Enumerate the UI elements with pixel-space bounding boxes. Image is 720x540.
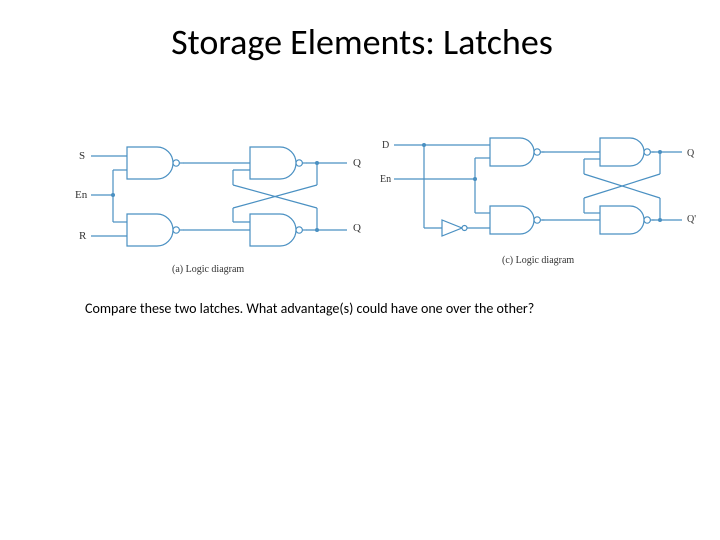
question-text: Compare these two latches. What advantag… bbox=[85, 300, 534, 317]
logic-diagram-a: S En R Q Q bbox=[75, 130, 365, 260]
caption-c: (c) Logic diagram bbox=[502, 255, 574, 266]
svg-text:D: D bbox=[382, 140, 389, 151]
svg-text:Q: Q bbox=[353, 222, 361, 234]
svg-text:Q: Q bbox=[353, 157, 361, 169]
svg-text:Q: Q bbox=[687, 148, 695, 159]
logic-diagram-c: D En Q Q' bbox=[380, 128, 700, 253]
svg-text:S: S bbox=[79, 150, 85, 162]
svg-text:R: R bbox=[79, 230, 87, 242]
caption-a: (a) Logic diagram bbox=[172, 264, 244, 275]
svg-text:En: En bbox=[380, 174, 391, 185]
slide-title: Storage Elements: Latches bbox=[112, 20, 612, 64]
svg-text:Q': Q' bbox=[687, 214, 696, 225]
svg-text:En: En bbox=[75, 189, 88, 201]
